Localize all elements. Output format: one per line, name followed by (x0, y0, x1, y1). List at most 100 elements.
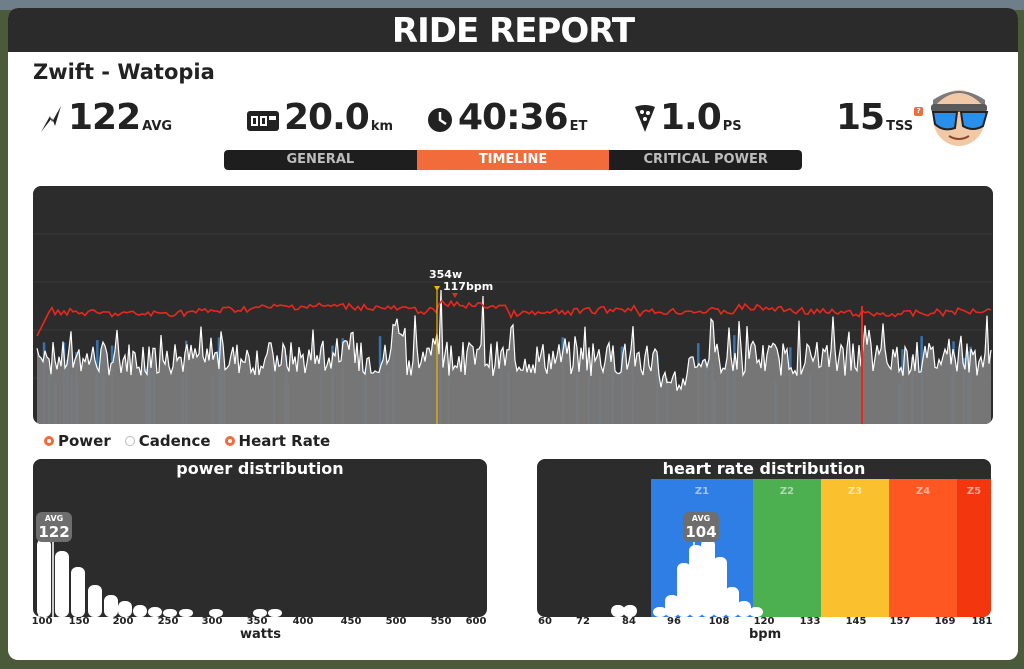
avg-power-stat: 122 AVG (38, 92, 172, 138)
pizza-icon (635, 105, 655, 132)
power-tick: 150 (68, 616, 90, 627)
power-distribution-svg (37, 539, 282, 617)
title-bar: RIDE REPORT (8, 8, 1018, 52)
power-axis: 100 150 200 250 300 350 400 450 500 550 … (31, 616, 487, 630)
hr-tick: 120 (753, 616, 775, 627)
power-tick: 400 (292, 616, 314, 627)
tss-help-icon[interactable]: ? (914, 107, 924, 116)
hr-zone-5 (957, 479, 991, 617)
power-line (36, 289, 992, 391)
hr-histogram-bar (623, 605, 637, 617)
tab-critical-power[interactable]: CRITICAL POWER (609, 150, 803, 170)
ride-report-card: RIDE REPORT Zwift - Watopia 122 AVG 20.0… (8, 8, 1018, 660)
hr-tick: 181 (971, 616, 993, 627)
pizza-unit: PS (722, 119, 742, 134)
power-histogram-bar (133, 605, 147, 617)
route-name: Zwift - Watopia (33, 60, 215, 84)
cadence-toggle-icon[interactable] (124, 436, 135, 446)
heart-rate-toggle-icon[interactable] (224, 436, 235, 446)
legend-heart-rate[interactable]: Heart Rate (224, 432, 331, 450)
distance-value: 20.0 (284, 97, 370, 138)
hr-zone-4 (889, 479, 957, 617)
power-area (37, 290, 991, 424)
hr-histogram-bar (749, 607, 763, 617)
avg-power-unit: AVG (142, 119, 173, 134)
hr-tick: 72 (576, 616, 590, 627)
distance-unit: km (370, 119, 394, 134)
hr-histogram-bar (689, 545, 703, 617)
hr-distribution-title: heart rate distribution (662, 459, 866, 478)
hr-tick: 60 (538, 616, 552, 627)
hr-distribution-panel: Z1 Z2 Z3 Z4 Z5 heart rate distribution A… (537, 459, 991, 617)
tab-timeline[interactable]: TIMELINE (416, 150, 610, 170)
tss-stat: 15 TSS ? (836, 92, 924, 138)
hr-avg-badge: AVG 104 (683, 512, 719, 542)
elapsed-time-unit: ET (569, 119, 588, 134)
power-avg-badge: AVG 122 (36, 512, 72, 542)
avatar[interactable] (923, 78, 993, 148)
peak-power-label: 354w (429, 268, 462, 281)
peak-hr-label: 117bpm (443, 280, 493, 293)
legend-cadence-label: Cadence (138, 432, 211, 450)
power-histogram-bar (179, 609, 193, 617)
clock-icon (428, 108, 452, 132)
legend-cadence[interactable]: Cadence (124, 432, 211, 450)
hr-histogram-bar (737, 601, 751, 617)
power-avg-value: 122 (38, 523, 70, 541)
hr-histogram-bar (713, 557, 727, 617)
power-toggle-icon[interactable] (44, 436, 54, 446)
hr-zone-1-label: Z1 (695, 486, 709, 497)
power-avg-label: AVG (44, 514, 64, 523)
power-distribution-bars (37, 539, 282, 617)
report-tabs: GENERAL TIMELINE CRITICAL POWER (224, 150, 803, 170)
peak-hr-pointer (452, 293, 458, 298)
power-histogram-bar (253, 609, 267, 617)
odometer-icon (247, 111, 279, 131)
power-histogram-bar (209, 609, 223, 617)
power-tick: 500 (385, 616, 407, 627)
hr-histogram-bar (653, 607, 667, 617)
pizza-stat: 1.0 PS (634, 92, 742, 138)
hr-tick: 157 (889, 616, 911, 627)
tss-value: 15 (836, 97, 885, 138)
power-histogram-bar (55, 551, 69, 617)
page-title: RIDE REPORT (391, 11, 635, 51)
power-axis-label: watts (240, 627, 281, 642)
hr-zone-3 (821, 479, 889, 617)
power-distribution-title: power distribution (176, 459, 344, 478)
hr-distribution-bars (611, 539, 763, 617)
power-tick: 100 (31, 616, 53, 627)
power-tick: 450 (340, 616, 362, 627)
tss-unit: TSS (886, 119, 914, 134)
hr-axis: 60 72 84 96 108 120 133 145 157 169 181 (537, 616, 993, 630)
power-distribution-panel: power distribution AVG 122 (33, 459, 487, 617)
legend-power-label: Power (58, 432, 111, 450)
power-tick: 300 (201, 616, 223, 627)
pizza-value: 1.0 (660, 97, 722, 138)
power-histogram-bar (104, 595, 118, 617)
hr-tick: 145 (845, 616, 867, 627)
hr-histogram-bar (677, 563, 691, 617)
elapsed-time-value: 40:36 (458, 97, 569, 138)
timeline-chart[interactable]: 354w 117bpm (33, 186, 993, 424)
hr-distribution-svg: Z1 Z2 Z3 Z4 Z5 (611, 479, 991, 617)
hr-zone-3-label: Z3 (848, 486, 862, 497)
power-histogram-bar (163, 609, 177, 617)
power-tick: 550 (430, 616, 452, 627)
hr-tick: 84 (622, 616, 636, 627)
peak-power-pointer (434, 286, 440, 291)
legend-heart-rate-label: Heart Rate (238, 432, 331, 450)
power-histogram-bar (148, 607, 162, 617)
legend-power[interactable]: Power (44, 432, 111, 450)
tab-general[interactable]: GENERAL (224, 150, 417, 170)
hr-avg-value: 104 (685, 523, 717, 541)
power-histogram-bar (37, 539, 51, 617)
power-tick: 600 (465, 616, 487, 627)
hr-avg-label: AVG (691, 514, 711, 523)
power-histogram-bar (268, 609, 282, 617)
avg-power-value: 122 (68, 97, 141, 138)
hr-histogram-bar (665, 595, 679, 617)
hr-tick: 96 (667, 616, 681, 627)
distance-stat: 20.0 km (246, 92, 393, 138)
hr-tick: 108 (708, 616, 730, 627)
